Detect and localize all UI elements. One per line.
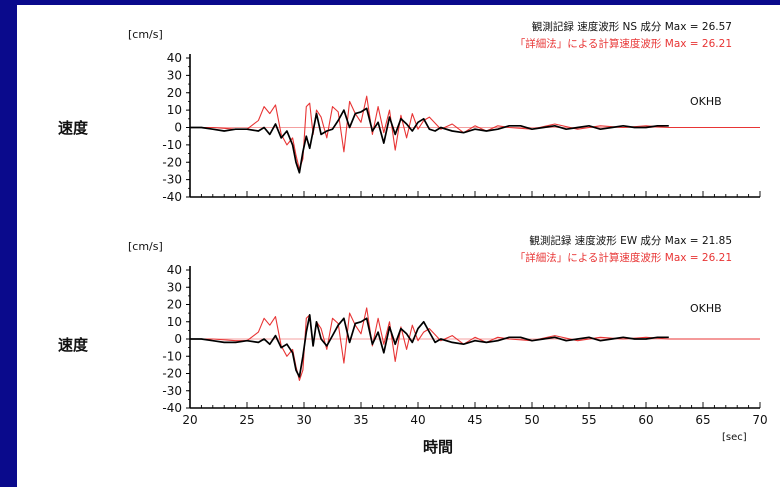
panel1-y-tick-label: 30 [167, 68, 182, 82]
panel1-y-tick-label: 0 [174, 121, 182, 135]
panel2-x-tick-label: 65 [695, 413, 710, 427]
panel2-row-label: 速度 [58, 336, 89, 354]
panel1-y-tick-label: -20 [162, 155, 182, 169]
panel2-x-axis-label: 時間 [423, 438, 453, 456]
panel1-y-tick-label: 40 [167, 51, 182, 65]
panel1-y-tick-label: 10 [167, 103, 182, 117]
panel2-y-tick-label: 30 [167, 280, 182, 294]
panel2-x-unit-label: [sec] [722, 432, 747, 443]
panel2-legend-computed: 「詳細法」による計算速度波形 Max = 26.21 [515, 251, 732, 264]
panel2-y-tick-label: 10 [167, 315, 182, 329]
panel2-x-tick-label: 20 [182, 413, 197, 427]
panel2-y-tick-label: 0 [174, 332, 182, 346]
panel2-x-tick-label: 70 [752, 413, 767, 427]
panel2-x-tick-label: 60 [638, 413, 653, 427]
panel1-legend-computed: 「詳細法」による計算速度波形 Max = 26.21 [515, 37, 732, 50]
panel2-y-tick-label: -40 [162, 401, 182, 415]
panel2-x-tick-label: 35 [353, 413, 368, 427]
panel1-y-tick-label: -10 [162, 138, 182, 152]
panel2-y-tick-label: -30 [162, 384, 182, 398]
panel2-y-tick-label: 40 [167, 263, 182, 277]
panel2-y-tick-label: -20 [162, 367, 182, 381]
panel2-station-label: OKHB [690, 302, 722, 315]
panel2-series-computed-line [190, 308, 760, 381]
panel2-x-tick-label: 50 [524, 413, 539, 427]
panel1-y-tick-label: -30 [162, 173, 182, 187]
panel2-y-unit-label: [cm/s] [128, 240, 163, 253]
panel1-station-label: OKHB [690, 95, 722, 108]
panel2-legend-observed: 観測記録 速度波形 EW 成分 Max = 21.85 [529, 234, 732, 247]
panel1-legend-observed: 観測記録 速度波形 NS 成分 Max = 26.57 [532, 20, 732, 33]
panel2-y-tick-label: 20 [167, 298, 182, 312]
panel2-x-tick-label: 45 [467, 413, 482, 427]
panel2-y-tick-label: -10 [162, 349, 182, 363]
panel1-series-observed-line [190, 108, 669, 172]
panel1-row-label: 速度 [58, 119, 89, 137]
panel2-x-tick-label: 30 [296, 413, 311, 427]
panel2-x-tick-label: 55 [581, 413, 596, 427]
panel1-y-tick-label: -40 [162, 190, 182, 204]
panel2-x-tick-label: 25 [239, 413, 254, 427]
panel2-x-tick-label: 40 [410, 413, 425, 427]
panel1-y-tick-label: 20 [167, 86, 182, 100]
panel1-y-unit-label: [cm/s] [128, 28, 163, 41]
panel1-series-computed-line [190, 96, 760, 169]
